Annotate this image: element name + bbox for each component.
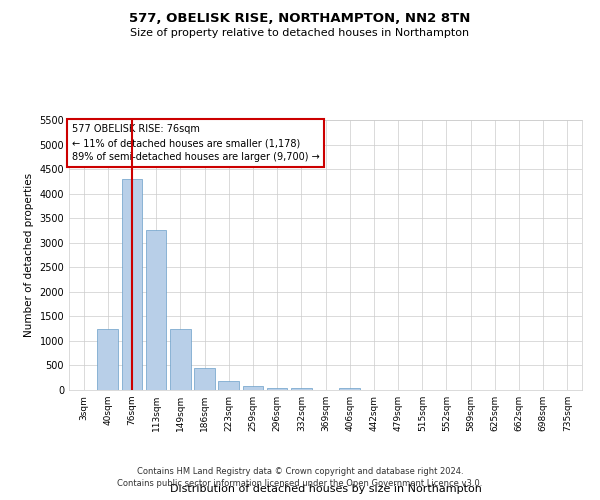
Bar [218,382,239,390]
Y-axis label: Number of detached properties: Number of detached properties [24,173,34,337]
Bar [242,386,263,390]
X-axis label: Distribution of detached houses by size in Northampton: Distribution of detached houses by size … [170,484,481,494]
Bar [170,328,191,390]
Bar [122,179,142,390]
Bar [146,230,166,390]
Text: 577, OBELISK RISE, NORTHAMPTON, NN2 8TN: 577, OBELISK RISE, NORTHAMPTON, NN2 8TN [130,12,470,26]
Bar [291,388,311,390]
Bar [97,328,118,390]
Bar [340,388,360,390]
Bar [267,388,287,390]
Bar [194,368,215,390]
Text: 577 OBELISK RISE: 76sqm
← 11% of detached houses are smaller (1,178)
89% of semi: 577 OBELISK RISE: 76sqm ← 11% of detache… [71,124,319,162]
Text: Contains HM Land Registry data © Crown copyright and database right 2024.
Contai: Contains HM Land Registry data © Crown c… [118,466,482,487]
Text: Size of property relative to detached houses in Northampton: Size of property relative to detached ho… [130,28,470,38]
